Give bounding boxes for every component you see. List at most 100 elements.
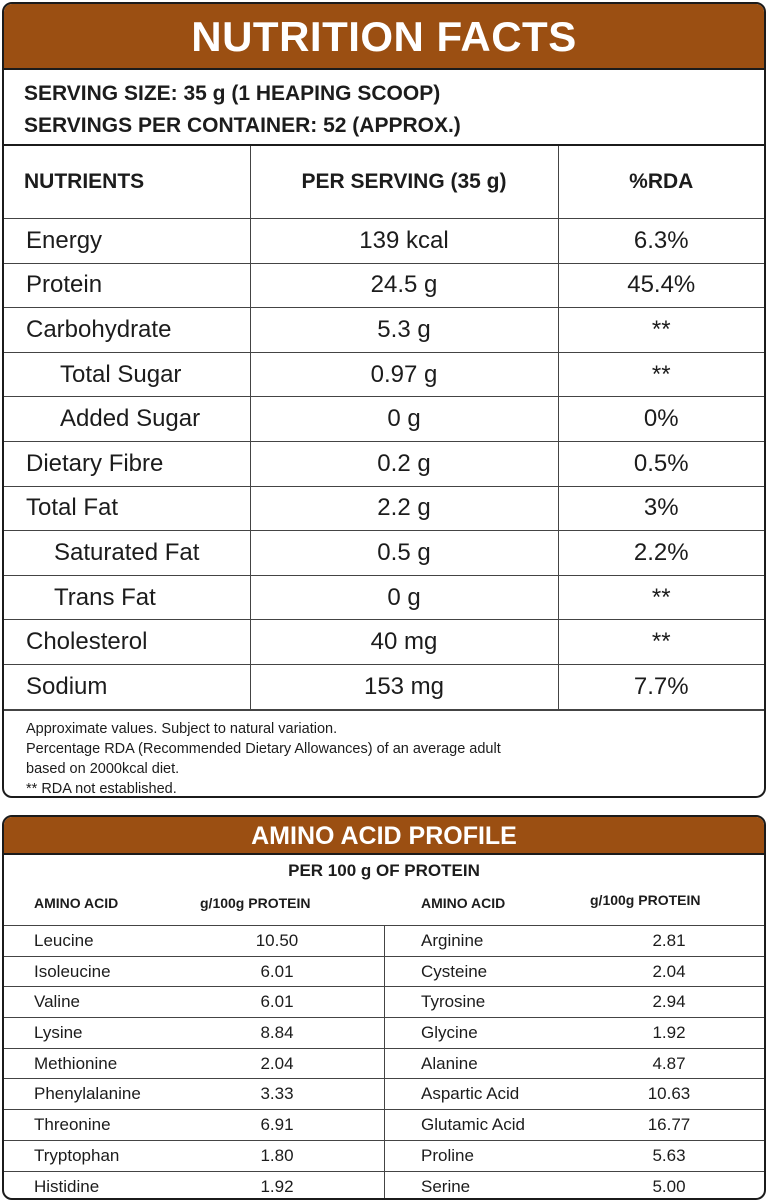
amino-acid-value: 5.63	[652, 1145, 686, 1165]
nutrient-rda: **	[557, 351, 764, 398]
nutrient-name: Cholesterol	[4, 619, 251, 665]
amino-acid-value: 6.01	[260, 961, 294, 981]
table-row: Total Fat 2.2 g 3%	[4, 485, 764, 532]
amino-acid-value: 5.00	[652, 1176, 686, 1196]
amino-acid-value: 3.33	[260, 1084, 294, 1104]
table-row: Serine 5.00	[385, 1170, 764, 1199]
amino-acid-value: 4.87	[652, 1053, 686, 1073]
amino-acid-name: Proline	[421, 1145, 474, 1165]
table-row: Glutamic Acid 16.77	[385, 1109, 764, 1140]
table-row: Leucine 10.50	[4, 925, 384, 956]
amino-acid-subtitle: PER 100 g OF PROTEIN	[4, 853, 764, 883]
amino-acid-value: 1.92	[260, 1176, 294, 1196]
header-per-serving: PER SERVING (35 g)	[249, 146, 559, 219]
nutrient-name: Sodium	[4, 663, 251, 710]
nutrient-rda: 3%	[557, 485, 764, 532]
table-row: Total Sugar 0.97 g **	[4, 351, 764, 398]
serving-info: SERVING SIZE: 35 g (1 HEAPING SCOOP) SER…	[4, 68, 764, 146]
table-row: Phenylalanine 3.33	[4, 1078, 384, 1109]
amino-acid-value: 10.50	[255, 931, 299, 950]
table-row: Valine 6.01	[4, 986, 384, 1017]
nutrient-per-serving: 153 mg	[249, 663, 559, 710]
table-row: Alanine 4.87	[385, 1047, 764, 1079]
table-row: Saturated Fat 0.5 g 2.2%	[4, 530, 764, 576]
amino-acid-value: 2.81	[652, 931, 686, 950]
nutrient-per-serving: 0.5 g	[249, 530, 559, 576]
table-row: Histidine 1.92	[4, 1170, 384, 1199]
nutrient-rda: **	[557, 619, 764, 665]
table-row: Isoleucine 6.01	[4, 955, 384, 987]
amino-acid-name: Valine	[34, 992, 80, 1012]
nutrient-rda: 0.5%	[557, 440, 764, 487]
amino-acid-name: Alanine	[421, 1053, 478, 1073]
nutrition-table: NUTRIENTS PER SERVING (35 g) %RDA Energy…	[4, 146, 764, 710]
nutrient-rda: 45.4%	[557, 262, 764, 309]
amino-acid-name: Threonine	[34, 1115, 111, 1135]
table-row: Trans Fat 0 g **	[4, 574, 764, 621]
amino-acid-value: 2.04	[652, 961, 686, 981]
table-row: Added Sugar 0 g 0%	[4, 396, 764, 442]
amino-acid-name: Glycine	[421, 1023, 478, 1043]
table-row: Methionine 2.04	[4, 1047, 384, 1079]
nutrient-name: Trans Fat	[4, 574, 251, 621]
amino-acid-name: Tryptophan	[34, 1145, 120, 1165]
amino-acid-value: 6.91	[260, 1115, 294, 1135]
nutrient-name: Energy	[4, 218, 251, 264]
nutrient-name: Dietary Fibre	[4, 440, 251, 487]
table-row: Lysine 8.84	[4, 1017, 384, 1048]
nutrient-rda: **	[557, 574, 764, 621]
amino-acid-value: 10.63	[647, 1084, 691, 1104]
footnote-line: ** RDA not established.	[26, 780, 177, 797]
nutrient-per-serving: 139 kcal	[249, 218, 559, 264]
table-row: Threonine 6.91	[4, 1109, 384, 1140]
table-row: Dietary Fibre 0.2 g 0.5%	[4, 440, 764, 487]
header-rda: %RDA	[557, 146, 764, 219]
amino-acid-header-row: AMINO ACID g/100g PROTEIN AMINO ACID g/1…	[4, 883, 764, 925]
table-row: Protein 24.5 g 45.4%	[4, 262, 764, 309]
nutrient-rda: **	[557, 307, 764, 353]
table-row: Cholesterol 40 mg **	[4, 619, 764, 665]
amino-acid-name: Histidine	[34, 1176, 100, 1196]
table-row: Glycine 1.92	[385, 1017, 764, 1048]
nutrition-facts-panel: NUTRITION FACTS SERVING SIZE: 35 g (1 HE…	[2, 2, 766, 798]
amino-acid-name: Methionine	[34, 1053, 118, 1073]
header-nutrients: NUTRIENTS	[4, 146, 251, 219]
table-row: Tryptophan 1.80	[4, 1139, 384, 1171]
amino-acid-column-right: Arginine 2.81 Cysteine 2.04 Tyrosine 2.94 G…	[384, 925, 764, 1199]
nutrient-name: Saturated Fat	[4, 530, 251, 576]
nutrient-rda: 2.2%	[557, 530, 764, 576]
nutrient-name: Total Fat	[4, 485, 251, 532]
amino-acid-name: Tyrosine	[421, 992, 486, 1012]
header-amino-acid-left: AMINO ACID	[34, 895, 119, 911]
amino-acid-name: Serine	[421, 1176, 471, 1196]
amino-acid-name: Glutamic Acid	[421, 1115, 525, 1135]
table-row: Arginine 2.81	[385, 925, 764, 956]
amino-acid-value: 6.01	[260, 992, 294, 1012]
nutrient-name: Total Sugar	[4, 351, 251, 398]
amino-acid-name: Cysteine	[421, 961, 488, 981]
table-row: Proline 5.63	[385, 1139, 764, 1171]
nutrient-name: Added Sugar	[4, 396, 251, 442]
footnote-line: based on 2000kcal diet.	[26, 760, 180, 777]
table-row: Tyrosine 2.94	[385, 986, 764, 1017]
amino-acid-column-left: Leucine 10.50 Isoleucine 6.01 Valine 6.01 L…	[4, 925, 384, 1199]
amino-acid-name: Aspartic Acid	[421, 1084, 520, 1104]
nutrient-per-serving: 24.5 g	[249, 262, 559, 309]
table-row: Energy 139 kcal 6.3%	[4, 218, 764, 264]
amino-acid-name: Phenylalanine	[34, 1084, 141, 1104]
serving-size: SERVING SIZE: 35 g (1 HEAPING SCOOP)	[24, 82, 441, 105]
header-value-left: g/100g PROTEIN	[200, 895, 311, 911]
nutrient-rda: 7.7%	[557, 663, 764, 710]
amino-acid-value: 2.04	[260, 1053, 294, 1073]
amino-acid-value: 16.77	[647, 1115, 691, 1135]
nutrient-per-serving: 2.2 g	[249, 485, 559, 532]
nutrient-per-serving: 0 g	[249, 396, 559, 442]
amino-acid-name: Leucine	[34, 931, 94, 950]
amino-acid-value: 8.84	[260, 1023, 294, 1043]
amino-acid-value: 2.94	[652, 992, 686, 1012]
footnote-line: Approximate values. Subject to natural v…	[26, 720, 338, 737]
nutrient-per-serving: 5.3 g	[249, 307, 559, 353]
nutrition-facts-title: NUTRITION FACTS	[4, 4, 764, 68]
amino-acid-panel: AMINO ACID PROFILE PER 100 g OF PROTEIN …	[2, 815, 766, 1200]
header-value-right: g/100g PROTEIN	[590, 892, 701, 908]
